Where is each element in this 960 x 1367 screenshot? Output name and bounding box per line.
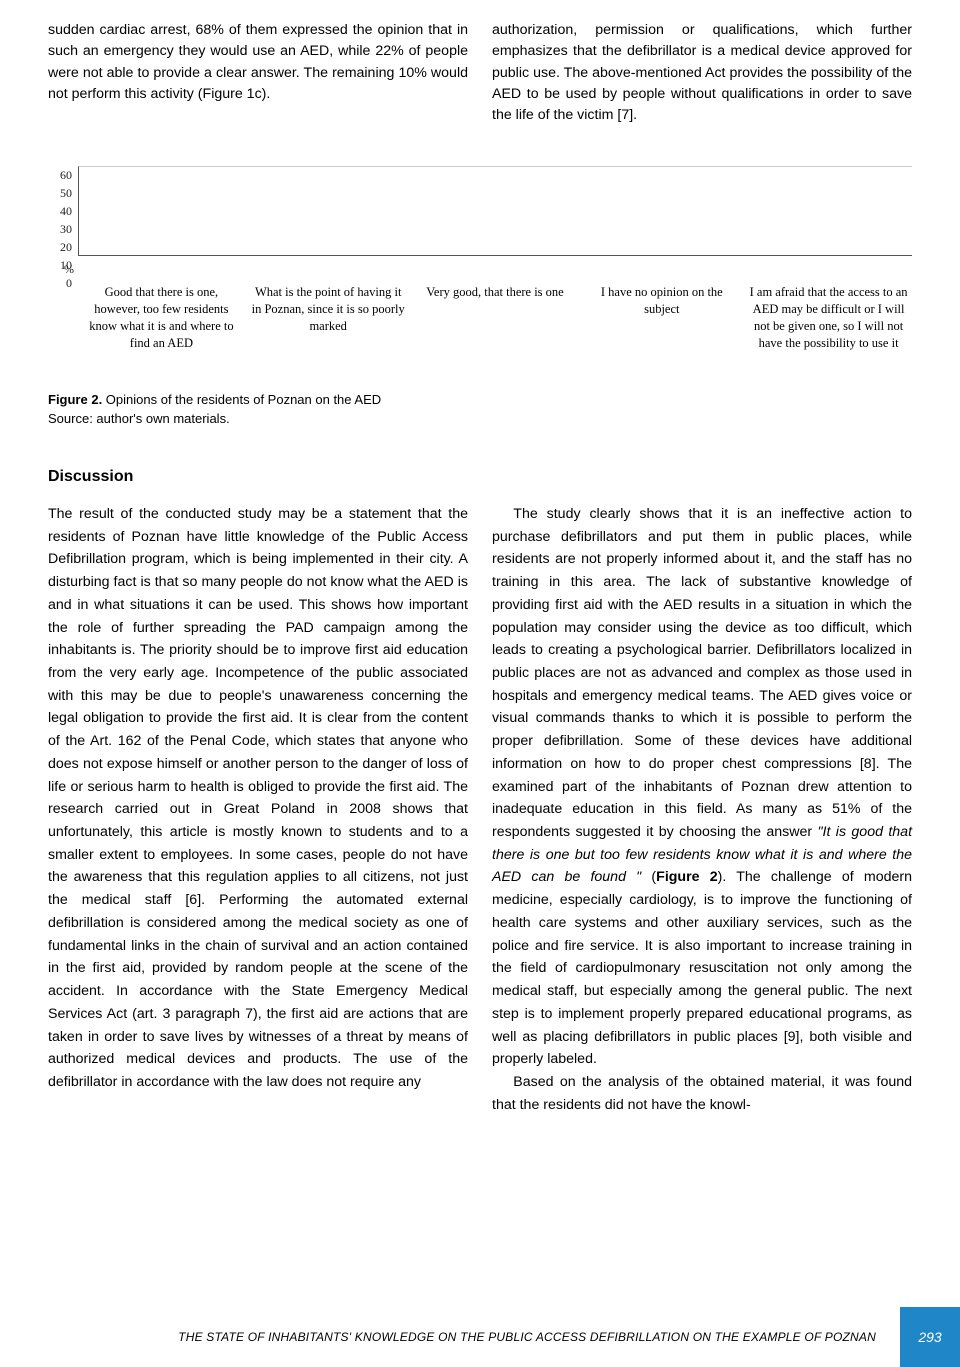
bar-label: I am afraid that the access to an AED ma… [745,284,912,352]
figure-label: Figure 2. [48,392,102,407]
page-footer: THE STATE OF INHABITANTS' KNOWLEDGE ON T… [0,1307,960,1367]
chart-x-labels: Good that there is one, however, too few… [78,284,912,352]
intro-text-right: authorization, permission or qualificati… [492,22,912,123]
discussion-col-right: The study clearly shows that it is an in… [492,503,912,1116]
discussion-figref: (Figure 2). [641,869,736,885]
discussion-right-p2: Based on the analysis of the obtained ma… [492,1071,912,1116]
chart-bars [78,166,912,256]
discussion-columns: The result of the conducted study may be… [48,503,912,1116]
chart-pct-label: % [48,256,78,278]
footer-title: THE STATE OF INHABITANTS' KNOWLEDGE ON T… [0,1328,900,1346]
chart-y-axis: 60 50 40 30 20 10 0 [48,166,78,256]
intro-text-left: sudden cardiac arrest, 68% of them expre… [48,22,468,102]
discussion-right-p1: The study clearly shows that it is an in… [492,503,912,1071]
intro-columns: sudden cardiac arrest, 68% of them expre… [48,20,912,126]
ytick: 60 [48,166,72,184]
discussion-heading: Discussion [48,465,912,489]
discussion-right-p1b: The challenge of modern medicine, especi… [492,869,912,1067]
bar-label: What is the point of having it in Poznan… [245,284,412,352]
ytick: 50 [48,184,72,202]
discussion-left-text: The result of the conducted study may be… [48,506,468,1090]
bar-label: Very good, that there is one [412,284,579,352]
figure-2-caption: Figure 2. Opinions of the residents of P… [48,390,912,429]
discussion-col-left: The result of the conducted study may be… [48,503,468,1116]
footer-page-number: 293 [900,1307,960,1367]
figure-source: Source: author's own materials. [48,411,230,426]
discussion-right-p1a: The study clearly shows that it is an in… [492,506,912,840]
intro-col-left: sudden cardiac arrest, 68% of them expre… [48,20,468,126]
figure-title: Opinions of the residents of Poznan on t… [102,392,381,407]
discussion-right-p2-text: Based on the analysis of the obtained ma… [492,1074,912,1113]
intro-col-right: authorization, permission or qualificati… [492,20,912,126]
bar-label: Good that there is one, however, too few… [78,284,245,352]
ytick: 30 [48,220,72,238]
ytick: 20 [48,238,72,256]
ytick: 40 [48,202,72,220]
figure-2-chart: 60 50 40 30 20 10 0 % Good that there is… [48,166,912,352]
bar-label: I have no opinion on the subject [578,284,745,352]
